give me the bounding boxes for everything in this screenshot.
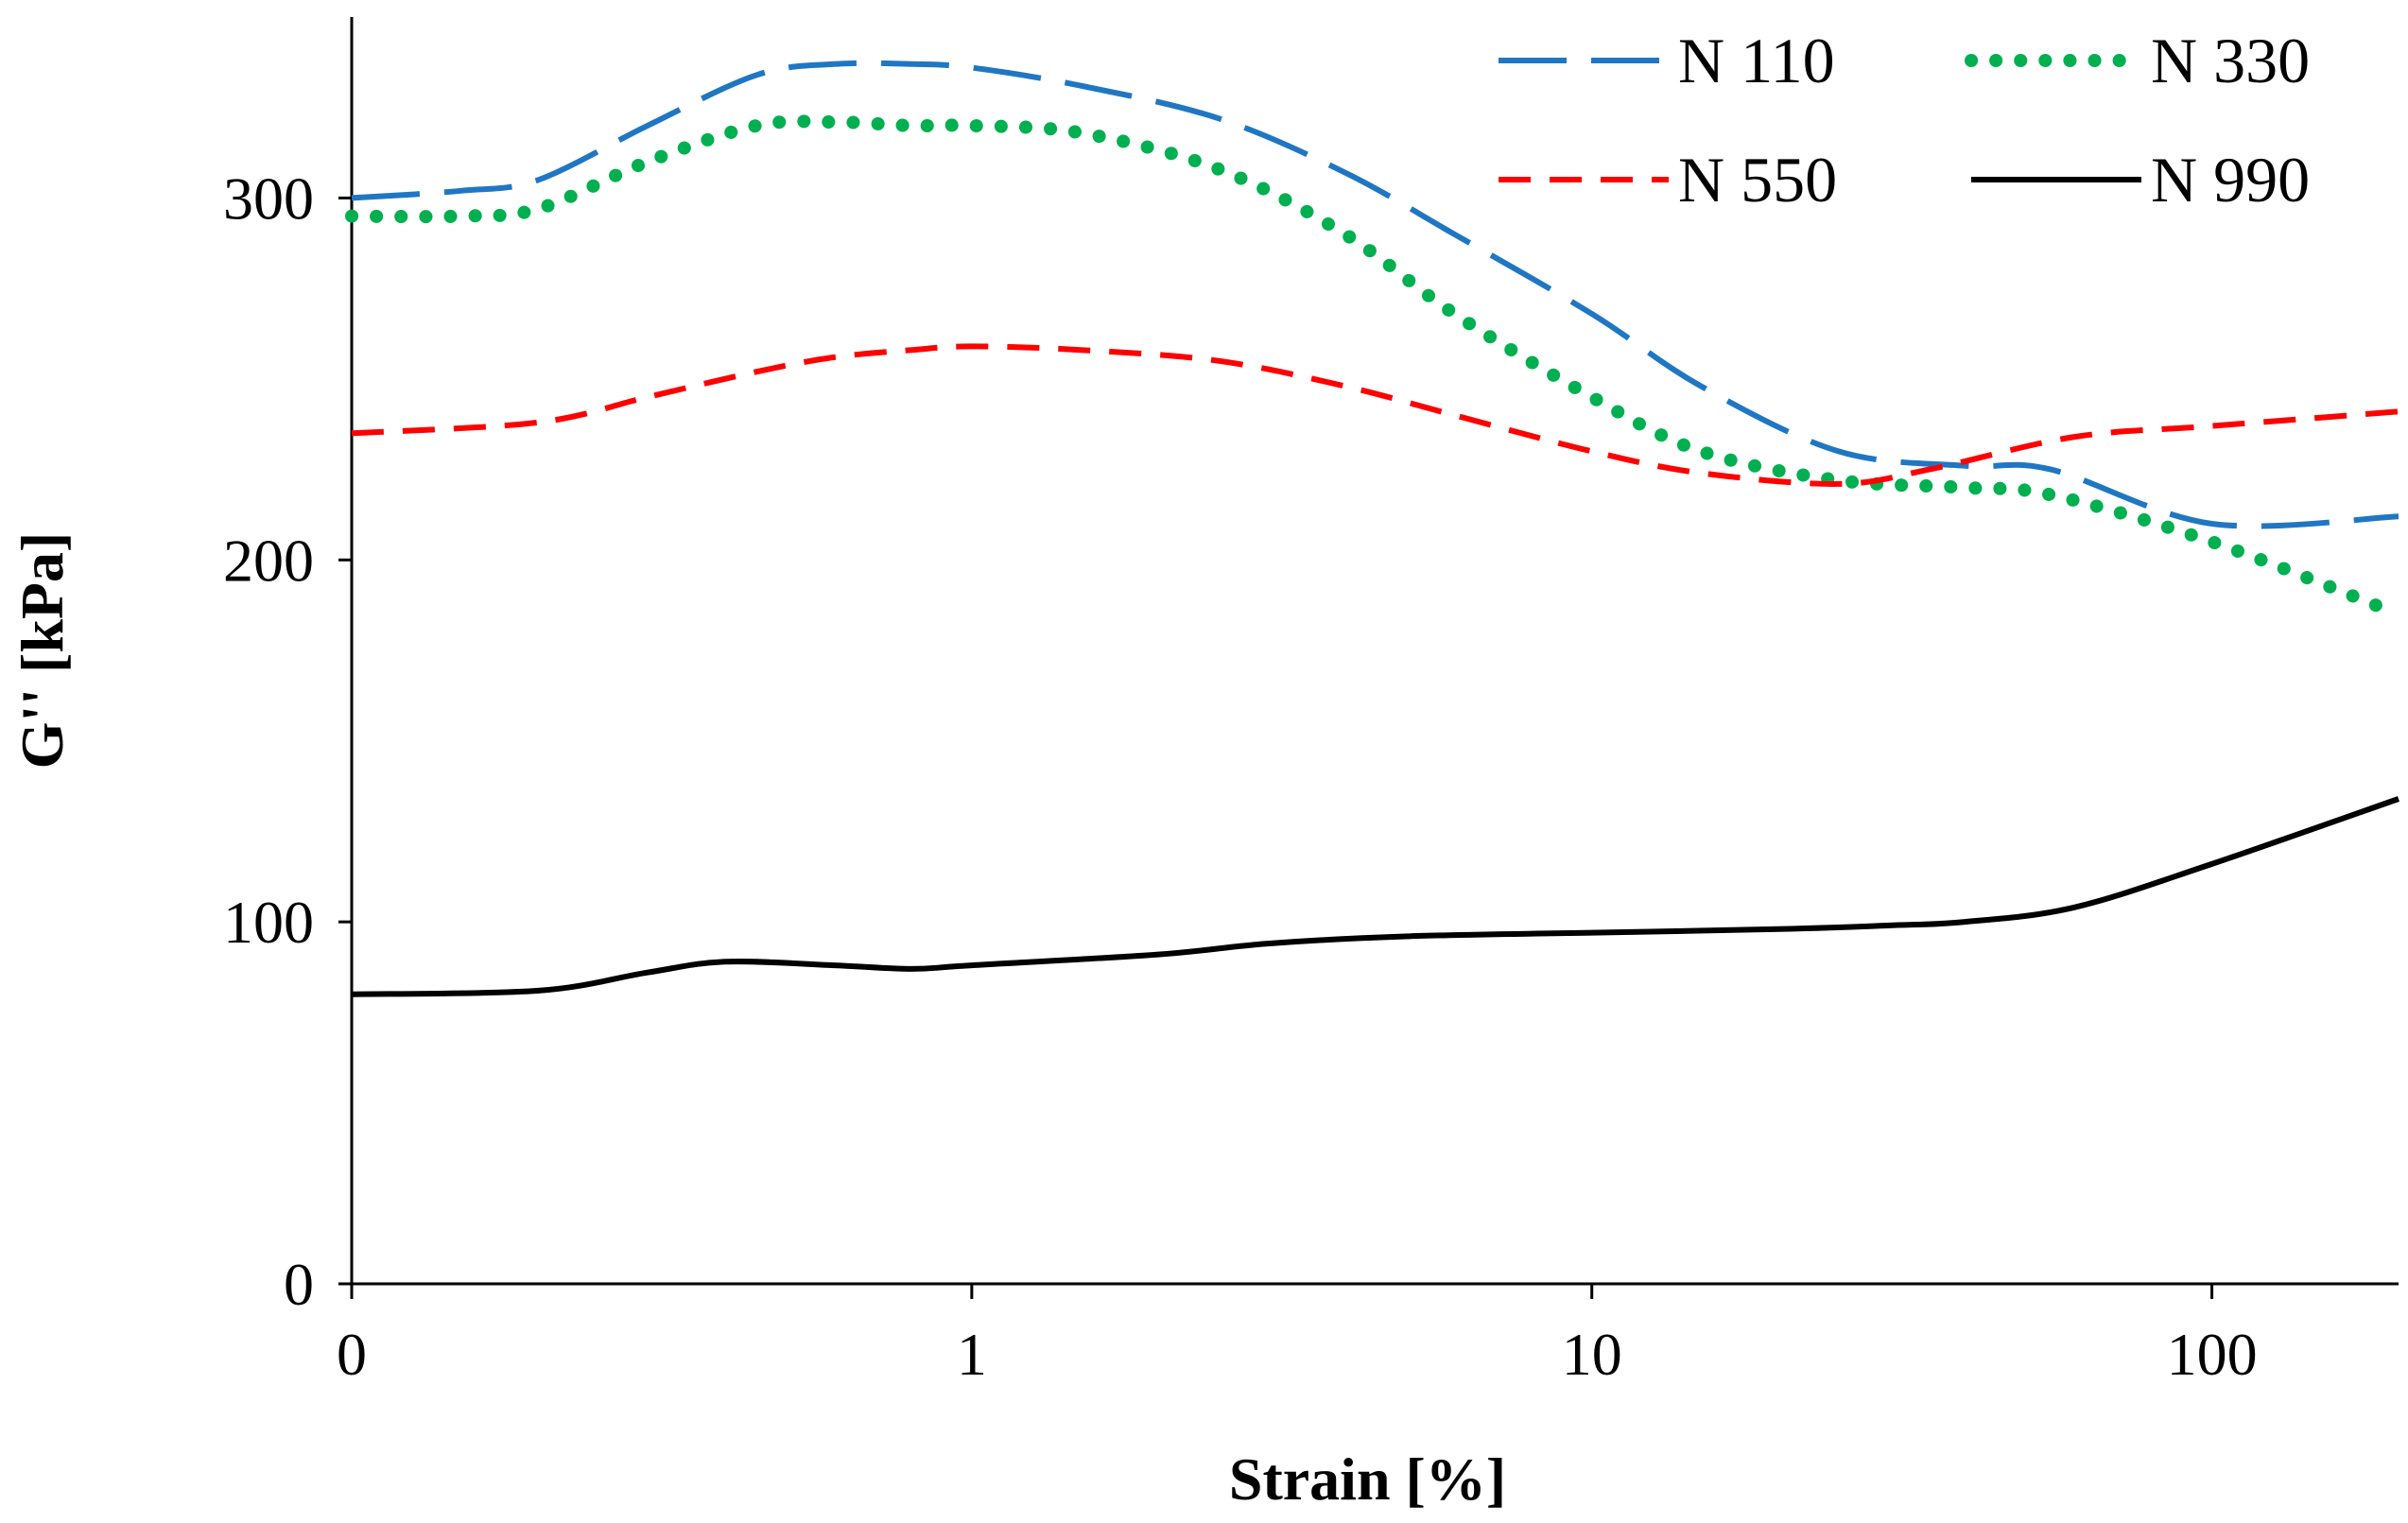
y-tick-label: 0 (284, 1251, 314, 1318)
series-line-n-110 (351, 60, 2399, 529)
x-tick-label: 0 (337, 1321, 367, 1388)
legend: N 110 N 330 N 550 N 990 (1499, 25, 2310, 216)
x-tick-label: 100 (2167, 1321, 2258, 1388)
legend-label-n-990: N 990 (2151, 144, 2310, 216)
series-line-n-550 (351, 343, 2399, 487)
x-tick-label: 10 (1562, 1321, 1622, 1388)
y-tick-label: 300 (223, 164, 314, 232)
legend-label-n-110: N 110 (1678, 25, 1835, 96)
axes: 0 100 200 300 0 1 10 100 (223, 17, 2399, 1388)
legend-label-n-550: N 550 (1678, 144, 1837, 216)
y-axis-title: G'' [kPa] (9, 532, 76, 770)
series-line-n-990 (351, 796, 2399, 997)
x-axis-title: Strain [%] (1229, 1445, 1506, 1513)
y-tick-label: 200 (223, 527, 314, 594)
x-tick-label: 1 (957, 1321, 987, 1388)
series-lines (345, 60, 2405, 997)
series-line-n-330 (345, 114, 2405, 621)
y-tick-label: 100 (223, 889, 314, 956)
legend-label-n-330: N 330 (2151, 25, 2310, 96)
